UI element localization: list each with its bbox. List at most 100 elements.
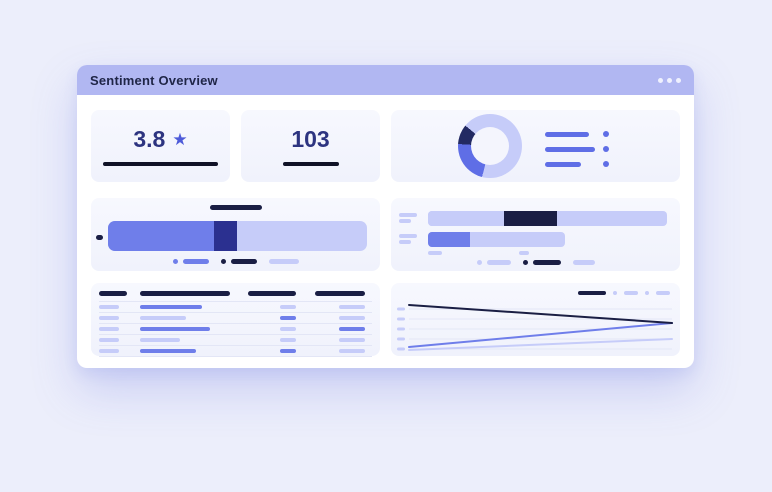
table-row bbox=[99, 345, 372, 357]
legend-dash bbox=[656, 291, 670, 295]
trend-line-chart bbox=[397, 304, 673, 351]
column-header-placeholder bbox=[315, 291, 365, 296]
rating-value-row: 3.8 ★ bbox=[133, 126, 187, 153]
menu-dot bbox=[667, 77, 672, 83]
legend-dash bbox=[486, 260, 511, 265]
legend-dot bbox=[613, 291, 617, 295]
donut-chart bbox=[458, 114, 522, 178]
cell-placeholder bbox=[140, 338, 180, 342]
cell-placeholder bbox=[280, 316, 296, 320]
cell-placeholder bbox=[140, 305, 202, 309]
cell-placeholder bbox=[99, 327, 119, 331]
axis-tick bbox=[397, 347, 405, 351]
legend-dash bbox=[624, 291, 638, 295]
cell-placeholder bbox=[99, 338, 119, 342]
legend-dash bbox=[532, 260, 561, 265]
legend-item bbox=[268, 259, 299, 264]
bar-legend bbox=[91, 259, 380, 264]
legend-dot bbox=[476, 260, 482, 265]
menu-dot bbox=[658, 77, 663, 83]
table-row bbox=[99, 312, 372, 323]
rating-underline bbox=[103, 162, 218, 166]
table-row bbox=[99, 323, 372, 334]
legend-dash bbox=[545, 161, 581, 167]
tick-placeholder bbox=[519, 251, 529, 255]
window-title: Sentiment Overview bbox=[90, 72, 218, 88]
table-row bbox=[99, 334, 372, 345]
review-count-value: 103 bbox=[291, 126, 330, 152]
column-header-placeholder bbox=[248, 291, 296, 296]
legend-item bbox=[545, 131, 609, 137]
panel-title-placeholder bbox=[210, 205, 262, 210]
column-header-placeholder bbox=[99, 291, 127, 296]
donut-hole bbox=[471, 127, 509, 165]
legend-dot bbox=[603, 161, 609, 167]
axis-tick bbox=[397, 337, 405, 341]
legend-dot bbox=[603, 146, 609, 152]
ellipsis-menu-icon[interactable] bbox=[658, 74, 681, 87]
legend-dash bbox=[545, 146, 595, 152]
cell-placeholder bbox=[280, 338, 296, 342]
trend-line-light bbox=[408, 338, 673, 351]
sentiment-distribution-card bbox=[391, 110, 680, 182]
donut-legend bbox=[545, 131, 609, 167]
sentiment-bar-panel bbox=[91, 198, 380, 271]
average-rating-value: 3.8 bbox=[133, 126, 166, 152]
legend-item bbox=[545, 161, 609, 167]
legend-dot bbox=[645, 291, 649, 295]
legend-dash bbox=[230, 259, 257, 264]
legend-dash bbox=[572, 260, 595, 265]
menu-dot bbox=[676, 77, 681, 83]
comparison-bars-panel bbox=[391, 198, 680, 271]
count-underline bbox=[282, 162, 339, 166]
average-rating-card: 3.8 ★ bbox=[91, 110, 230, 182]
legend-dot bbox=[603, 131, 609, 137]
trend-line-dark bbox=[408, 304, 673, 324]
comparison-bar-1 bbox=[428, 211, 667, 226]
legend-item bbox=[522, 260, 561, 265]
cell-placeholder bbox=[140, 327, 210, 331]
cell-placeholder bbox=[140, 316, 186, 320]
tick-placeholder bbox=[428, 251, 442, 255]
trend-chart-panel bbox=[391, 283, 680, 356]
cell-placeholder bbox=[280, 349, 296, 353]
legend-dash bbox=[545, 131, 589, 137]
legend-item bbox=[545, 146, 609, 152]
row-label-placeholder bbox=[399, 213, 417, 217]
review-count-card: 103 bbox=[241, 110, 380, 182]
legend-dash bbox=[578, 291, 606, 295]
cell-placeholder bbox=[280, 305, 296, 309]
sentiment-stacked-bar bbox=[108, 221, 367, 251]
axis-tick bbox=[397, 307, 405, 311]
cell-placeholder bbox=[339, 338, 365, 342]
cell-placeholder bbox=[339, 327, 365, 331]
legend-dot bbox=[220, 259, 226, 264]
legend-item bbox=[572, 260, 595, 265]
cell-placeholder bbox=[99, 305, 119, 309]
table-row bbox=[99, 301, 372, 312]
row-label-placeholder bbox=[399, 240, 411, 244]
table-skeleton-panel bbox=[91, 283, 380, 357]
cell-placeholder bbox=[280, 327, 296, 331]
legend-dot bbox=[522, 260, 528, 265]
bar-segment-medium bbox=[428, 232, 471, 247]
bar-segment-medium bbox=[108, 221, 215, 251]
cell-placeholder bbox=[140, 349, 196, 353]
axis-tick bbox=[397, 317, 405, 321]
bar-segment-dark bbox=[504, 211, 558, 226]
legend-dot bbox=[172, 259, 178, 264]
legend-item bbox=[172, 259, 209, 264]
legend-dash bbox=[268, 259, 299, 264]
trend-legend bbox=[578, 291, 670, 295]
axis-label-placeholder bbox=[96, 235, 103, 240]
row-label-placeholder bbox=[399, 219, 411, 223]
cell-placeholder bbox=[99, 316, 119, 320]
window-titlebar: Sentiment Overview bbox=[77, 65, 694, 95]
legend-dash bbox=[182, 259, 209, 264]
cell-placeholder bbox=[339, 305, 365, 309]
star-icon: ★ bbox=[172, 130, 188, 149]
comparison-bar-2 bbox=[428, 232, 565, 247]
bar-legend bbox=[391, 260, 680, 265]
trend-line-medium bbox=[408, 322, 673, 348]
bar-segment-light bbox=[428, 211, 505, 226]
